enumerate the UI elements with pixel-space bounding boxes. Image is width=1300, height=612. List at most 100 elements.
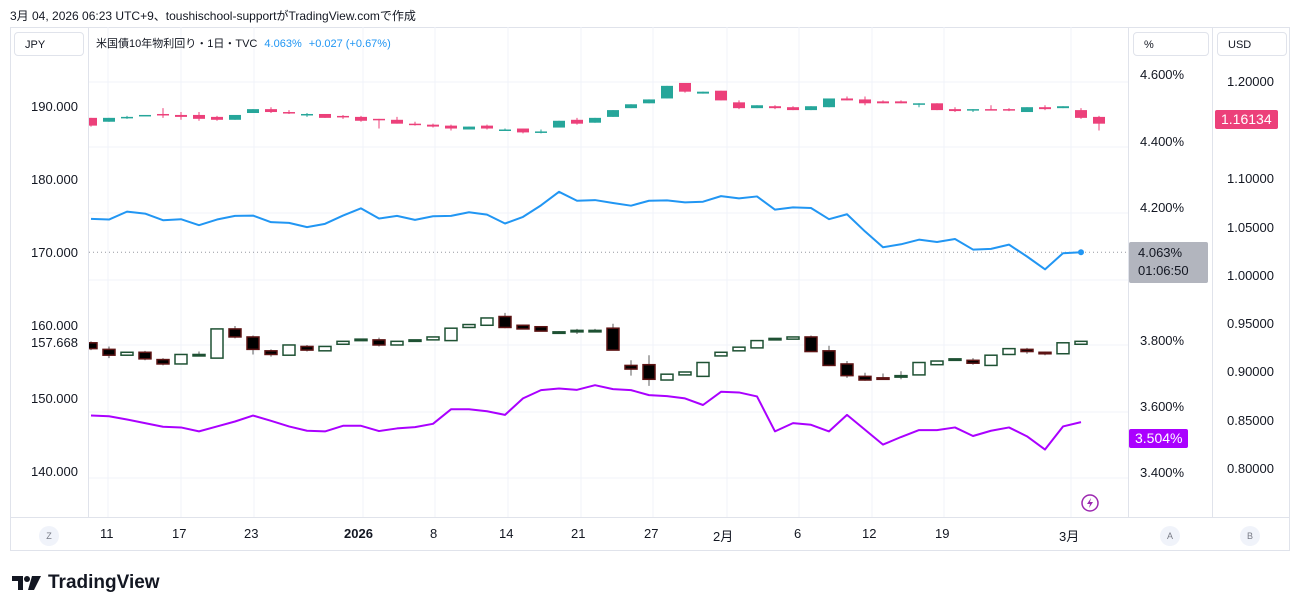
candle-up — [499, 129, 511, 131]
candle-down — [877, 101, 889, 104]
candle-up — [912, 361, 926, 376]
left-tick: 190.000 — [31, 99, 78, 114]
candle-down — [895, 101, 907, 104]
chart-pane[interactable] — [89, 27, 1128, 517]
candle-down — [265, 109, 277, 113]
chart-caption: 3月 04, 2026 06:23 UTC+9、toushischool-sup… — [10, 9, 416, 23]
candle-down — [211, 116, 223, 120]
candle-up — [301, 113, 313, 116]
us10y-line-series — [90, 190, 1084, 271]
candle-down — [89, 117, 97, 126]
percent-tick: 3.800% — [1140, 333, 1185, 348]
candle-up — [247, 109, 259, 114]
usd-scale-auto-button[interactable]: B — [1240, 526, 1260, 546]
left-current-price: 157.668 — [31, 335, 78, 350]
candle-up — [229, 114, 241, 120]
time-tick: 19 — [935, 526, 950, 541]
candle-up — [625, 104, 637, 109]
candle-up — [390, 340, 404, 346]
candle-down — [1038, 351, 1052, 355]
left-price-scale[interactable]: JPY 190.000 180.000 170.000 160.000 157.… — [10, 27, 89, 517]
time-tick: 3月 — [1059, 529, 1080, 544]
time-tick: 23 — [244, 526, 259, 541]
candle-down — [858, 375, 872, 381]
time-tick: 21 — [571, 526, 586, 541]
jpy-candles — [89, 312, 1088, 386]
usd-price-scale[interactable]: USD 1.20000 1.10000 1.05000 1.00000 0.95… — [1212, 27, 1291, 517]
candle-up — [535, 131, 547, 133]
candle-down — [193, 114, 205, 119]
candle-up — [1056, 342, 1070, 355]
time-tick: 2月 — [713, 529, 734, 544]
percent-tick: 4.200% — [1140, 200, 1185, 215]
candle-up — [444, 327, 458, 342]
candle-up — [696, 361, 710, 378]
lightning-icon[interactable] — [1081, 494, 1099, 512]
candle-down — [89, 342, 98, 350]
usd-tick: 1.10000 — [1227, 171, 1274, 186]
candle-down — [409, 123, 421, 126]
candle-up — [120, 351, 134, 356]
time-tick: 8 — [430, 526, 438, 541]
candle-down — [966, 359, 980, 364]
percent-tick: 3.600% — [1140, 399, 1185, 414]
candle-up — [552, 331, 566, 335]
candle-down — [624, 364, 638, 370]
candle-up — [607, 110, 619, 117]
legend-change: +0.027 (+0.67%) — [308, 38, 391, 50]
usd-tick: 1.20000 — [1227, 74, 1274, 89]
usd-tick: 0.95000 — [1227, 316, 1274, 331]
candle-up — [589, 117, 601, 123]
percent-tick: 4.400% — [1140, 134, 1185, 149]
candle-down — [157, 113, 169, 116]
candle-up — [894, 374, 908, 378]
bar-countdown: 01:06:50 — [1138, 263, 1189, 278]
time-axis-left-button[interactable]: Z — [39, 526, 59, 546]
candle-down — [300, 345, 314, 351]
candle-down — [175, 114, 187, 117]
candle-up — [750, 339, 764, 349]
left-tick: 170.000 — [31, 245, 78, 260]
usd-scale-button[interactable]: USD — [1217, 32, 1287, 56]
tradingview-logo-icon — [12, 576, 41, 590]
usd-tick: 0.80000 — [1227, 461, 1274, 476]
candle-up — [354, 338, 368, 342]
candle-down — [228, 328, 242, 338]
candle-down — [445, 125, 457, 129]
percent-tick: 3.400% — [1140, 465, 1185, 480]
candle-up — [930, 360, 944, 366]
candle-down — [949, 109, 961, 112]
candle-down — [498, 315, 512, 329]
candle-up — [408, 339, 422, 343]
left-tick: 180.000 — [31, 172, 78, 187]
candle-up — [732, 346, 746, 352]
candle-up — [768, 337, 782, 341]
candle-up — [643, 99, 655, 104]
time-tick: 17 — [172, 526, 187, 541]
usd-tick: 1.00000 — [1227, 268, 1274, 283]
candle-down — [102, 348, 116, 356]
purple-line-series — [90, 384, 1082, 451]
usd-candles — [89, 82, 1105, 134]
candle-down — [571, 119, 583, 124]
us10y-last-price-label: 4.063% 01:06:50 — [1129, 242, 1208, 283]
percent-price-scale[interactable]: % 4.600% 4.400% 4.200% 3.800% 3.600% 3.4… — [1128, 27, 1213, 517]
tradingview-logo[interactable]: TradingView — [12, 572, 160, 594]
candle-up — [282, 344, 296, 356]
candle-down — [733, 102, 745, 109]
candle-down — [876, 377, 890, 381]
candle-up — [823, 98, 835, 108]
percent-scale-auto-button[interactable]: A — [1160, 526, 1180, 546]
candle-down — [769, 106, 781, 109]
percent-scale-button[interactable]: % — [1133, 32, 1209, 56]
candle-up — [139, 114, 151, 117]
tradingview-logo-text: TradingView — [48, 572, 160, 593]
candle-down — [534, 325, 548, 332]
time-axis[interactable]: Z A B 11 17 23 2026 8 14 21 27 2月 6 12 1… — [10, 517, 1290, 551]
candle-up — [1002, 347, 1016, 356]
candle-up — [661, 85, 673, 99]
usd-tick: 0.90000 — [1227, 364, 1274, 379]
candle-down — [246, 336, 260, 351]
left-scale-currency-button[interactable]: JPY — [14, 32, 84, 56]
candle-down — [840, 363, 854, 377]
